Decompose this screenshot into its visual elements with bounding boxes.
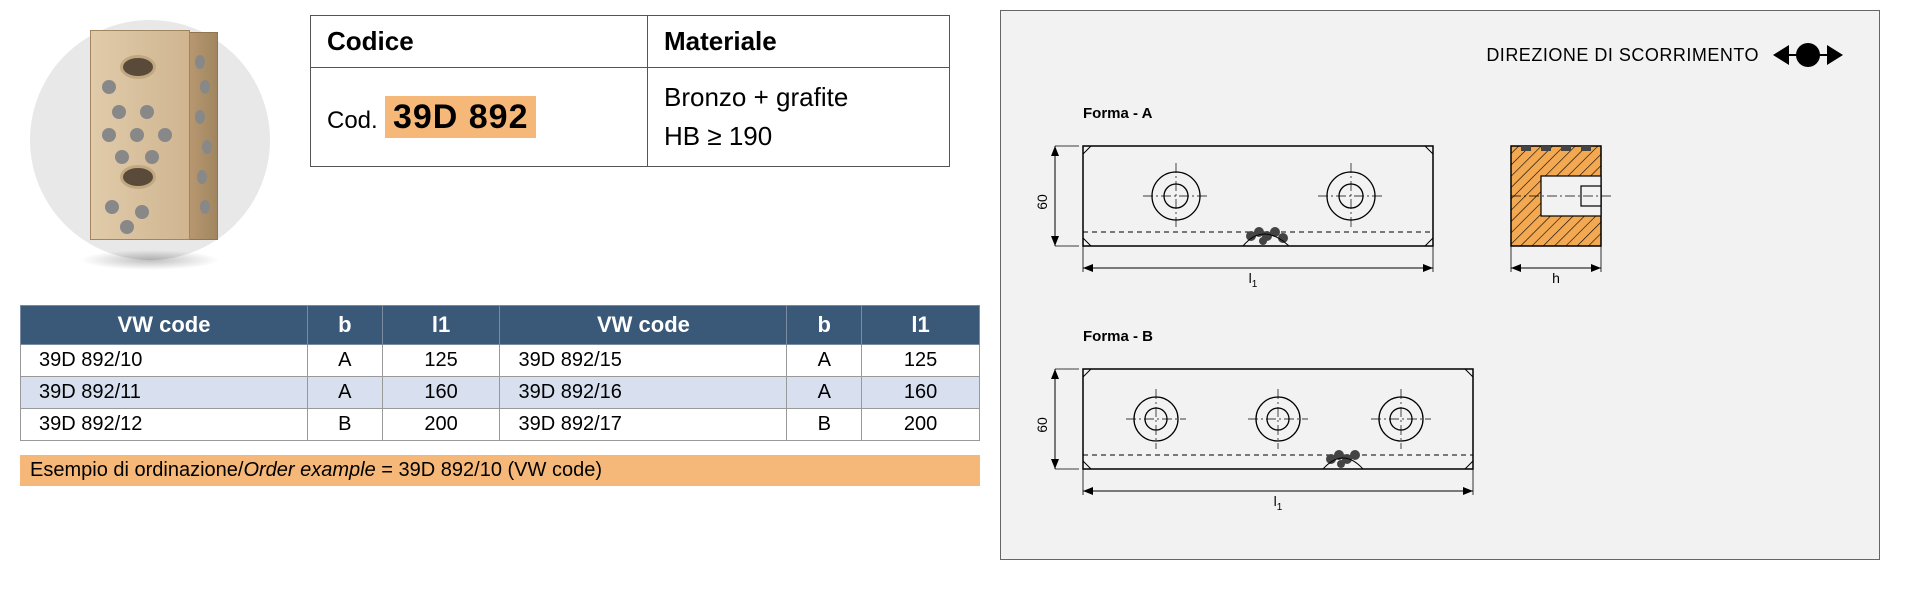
forma-a-front: 60 [1031, 128, 1461, 288]
code-value: 39D 892 [385, 96, 537, 138]
svg-text:60: 60 [1034, 417, 1050, 433]
svg-text:l1: l1 [1274, 493, 1283, 511]
order-value: = 39D 892/10 (VW code) [376, 459, 602, 481]
sliding-arrow-icon [1773, 41, 1843, 69]
forma-b-label: Forma - B [1083, 328, 1849, 345]
col-l1-2: l1 [862, 306, 980, 345]
sliding-label: DIREZIONE DI SCORRIMENTO [1486, 45, 1759, 66]
svg-text:h: h [1552, 270, 1560, 286]
material-line2: HB ≥ 190 [664, 117, 933, 156]
order-label-it: Esempio di ordinazione/ [30, 459, 243, 481]
col-vwcode-1: VW code [21, 306, 308, 345]
data-table-header-row: VW code b l1 VW code b l1 [21, 306, 980, 345]
info-header-code: Codice [311, 16, 648, 68]
col-l1-1: l1 [382, 306, 500, 345]
product-image [20, 10, 280, 270]
code-prefix: Cod. [327, 107, 378, 134]
data-table: VW code b l1 VW code b l1 39D 892/10 A 1… [20, 305, 980, 441]
forma-a-side: h [1491, 128, 1631, 288]
order-example: Esempio di ordinazione/Order example = 3… [20, 455, 980, 486]
sliding-direction: DIREZIONE DI SCORRIMENTO [1486, 41, 1843, 69]
diagram-panel: DIREZIONE DI SCORRIMENTO Forma - A [1000, 10, 1880, 560]
info-material-cell: Bronzo + grafite HB ≥ 190 [648, 68, 950, 167]
svg-text:l1: l1 [1249, 270, 1258, 288]
table-row: 39D 892/10 A 125 39D 892/15 A 125 [21, 345, 980, 377]
svg-text:60: 60 [1034, 194, 1050, 210]
order-label-en: Order example [243, 459, 375, 481]
material-line1: Bronzo + grafite [664, 78, 933, 117]
table-row: 39D 892/11 A 160 39D 892/16 A 160 [21, 377, 980, 409]
col-b-2: b [787, 306, 862, 345]
table-row: 39D 892/12 B 200 39D 892/17 B 200 [21, 409, 980, 441]
info-code-cell: Cod. 39D 892 [311, 68, 648, 167]
forma-a-label: Forma - A [1083, 105, 1849, 122]
forma-b-front: 60 [1031, 351, 1491, 511]
info-table: Codice Materiale Cod. 39D 892 Bronzo + g… [310, 15, 950, 167]
col-vwcode-2: VW code [500, 306, 787, 345]
col-b-1: b [307, 306, 382, 345]
info-header-material: Materiale [648, 16, 950, 68]
